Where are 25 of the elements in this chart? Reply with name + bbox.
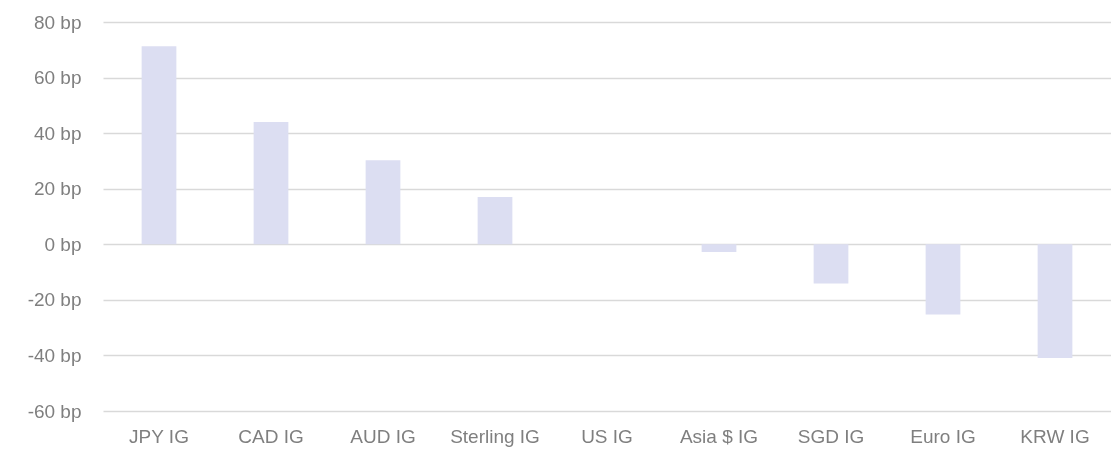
- bar: [925, 244, 961, 315]
- bar: [365, 160, 401, 245]
- x-tick-label: US IG: [581, 425, 633, 447]
- x-tick-label: Sterling IG: [450, 425, 540, 447]
- y-tick-label: 20 bp: [33, 178, 82, 200]
- x-tick-label: KRW IG: [1020, 425, 1090, 447]
- bar: [701, 244, 737, 253]
- y-tick-label: 0 bp: [44, 233, 82, 255]
- bar: [253, 122, 289, 245]
- x-tick-label: AUD IG: [350, 425, 416, 447]
- x-tick-label: JPY IG: [129, 425, 189, 447]
- x-tick-label: Euro IG: [910, 425, 976, 447]
- bar: [477, 197, 513, 245]
- x-tick-label: CAD IG: [238, 425, 304, 447]
- y-tick-label: -40 bp: [27, 344, 82, 366]
- bar: [813, 244, 849, 284]
- bar: [1037, 244, 1073, 358]
- y-tick-label: 60 bp: [33, 67, 82, 89]
- bar: [141, 46, 177, 245]
- x-tick-label: Asia $ IG: [679, 425, 759, 447]
- y-tick-label: -60 bp: [27, 400, 82, 422]
- y-tick-label: 40 bp: [33, 122, 82, 144]
- x-tick-label: SGD IG: [797, 425, 865, 447]
- y-tick-label: 80 bp: [33, 11, 82, 33]
- y-tick-label: -20 bp: [27, 289, 82, 311]
